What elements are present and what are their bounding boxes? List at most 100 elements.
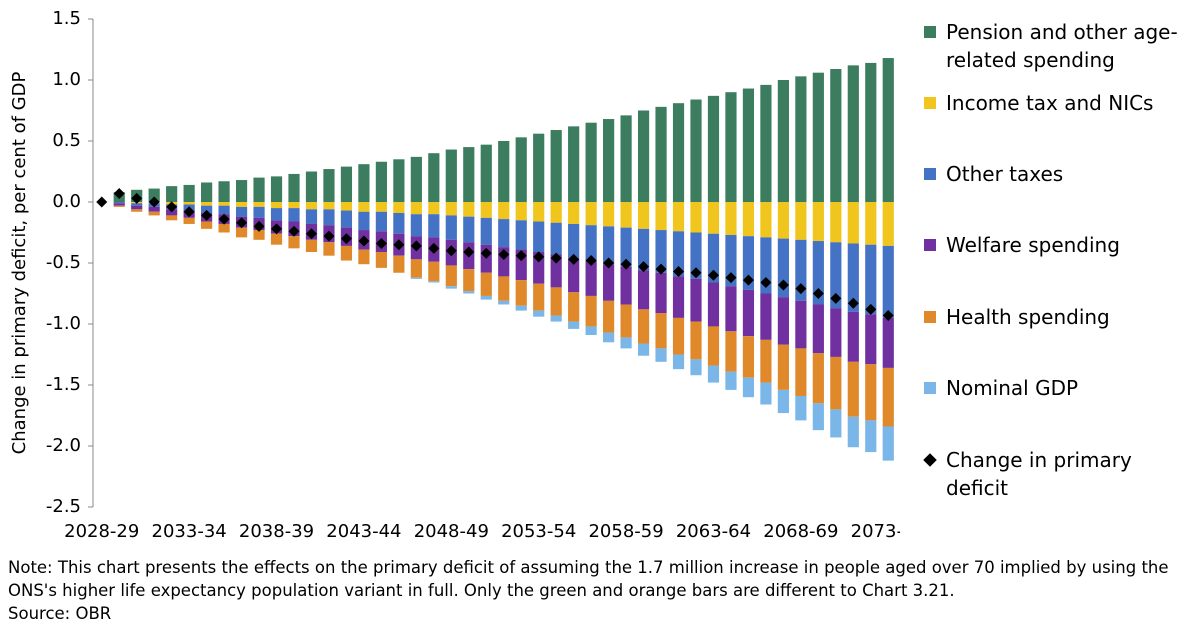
bar-segment xyxy=(777,297,789,345)
bar-segment xyxy=(585,295,597,327)
bar-segment xyxy=(445,149,457,202)
legend-swatch xyxy=(924,97,936,109)
bar-segment xyxy=(760,382,772,405)
diamond-marker xyxy=(638,261,650,273)
bar-segment xyxy=(637,270,650,310)
legend-swatch xyxy=(924,311,936,323)
bar-segment xyxy=(725,331,737,372)
bar-segment xyxy=(340,166,353,202)
bar-segment xyxy=(812,202,824,242)
bar-segment xyxy=(515,220,527,250)
bar-segment xyxy=(707,282,720,327)
diamond-marker xyxy=(882,309,894,321)
bar-segment xyxy=(305,171,318,202)
bar-segment xyxy=(480,144,492,202)
diamond-marker xyxy=(218,213,230,225)
legend-item: Income tax and NICs xyxy=(920,89,1186,117)
legend-label: Welfare spending xyxy=(946,233,1120,257)
bar-segment xyxy=(323,209,335,226)
bar-segment xyxy=(533,252,545,284)
diamond-marker xyxy=(463,246,475,258)
y-tick-label: 0.0 xyxy=(52,191,81,212)
legend-swatch xyxy=(924,382,936,394)
bar-segment xyxy=(463,269,475,292)
bar-segment xyxy=(672,276,685,318)
y-tick-label: 1.5 xyxy=(52,8,81,29)
legend-label: Pension and other age-related spending xyxy=(946,20,1178,72)
bar-segment xyxy=(166,215,178,221)
bar-segment xyxy=(672,231,685,277)
bar-segment xyxy=(148,211,160,216)
bar-segment xyxy=(428,281,440,283)
y-tick-label: -2.0 xyxy=(46,435,81,456)
bar-segment xyxy=(131,209,143,212)
diamond-marker xyxy=(236,217,248,229)
bar-segment xyxy=(533,221,545,253)
diamond-marker xyxy=(410,240,422,252)
bar-segment xyxy=(533,283,545,311)
diamond-marker xyxy=(620,258,632,270)
bar-segment xyxy=(550,130,562,202)
bar-segment xyxy=(480,295,492,300)
bar-segment xyxy=(830,409,842,438)
bar-segment xyxy=(445,286,457,289)
bar-segment xyxy=(742,236,755,290)
diamond-marker xyxy=(742,274,754,286)
bar-segment xyxy=(865,62,877,202)
chart: Change in primary deficit, per cent of G… xyxy=(9,8,900,542)
bar-segment xyxy=(533,202,545,222)
diamond-marker xyxy=(550,252,562,264)
bar-segment xyxy=(620,202,632,228)
legend-item: Welfare spending xyxy=(920,231,1186,259)
bar-segment xyxy=(480,272,492,296)
diamond-marker xyxy=(690,267,702,279)
diamond-marker xyxy=(183,206,195,218)
bar-segment xyxy=(690,232,702,279)
bar-segment xyxy=(201,221,213,229)
legend-label: Other taxes xyxy=(946,162,1064,186)
diamond-marker xyxy=(445,245,457,257)
bar-segment xyxy=(655,106,667,202)
bar-segment xyxy=(865,244,877,315)
bar-segment xyxy=(777,344,789,390)
diamond-marker xyxy=(812,288,824,299)
bar-segment xyxy=(777,202,789,239)
x-tick-label: 2048-49 xyxy=(414,521,489,542)
bar-segment xyxy=(882,202,894,246)
y-tick-label: 1.0 xyxy=(52,69,81,90)
bar-segment xyxy=(882,58,894,202)
y-tick-label: -1.5 xyxy=(46,374,81,395)
bar-segment xyxy=(655,313,667,349)
diamond-marker xyxy=(148,196,160,208)
bar-segment xyxy=(847,361,859,417)
diamond-marker xyxy=(201,209,213,221)
legend-swatch xyxy=(924,26,936,38)
bar-segment xyxy=(498,141,510,202)
bar-segment xyxy=(637,343,650,356)
legend-label: Income tax and NICs xyxy=(946,91,1154,115)
bar-segment xyxy=(305,209,318,224)
diamond-marker xyxy=(777,279,789,291)
bar-segment xyxy=(131,205,143,210)
bar-segment xyxy=(183,217,195,224)
bar-segment xyxy=(305,239,318,253)
bar-segment xyxy=(847,311,859,362)
bar-segment xyxy=(393,202,405,213)
bar-segment xyxy=(568,126,580,202)
bar-segment xyxy=(795,395,807,421)
diamond-marker xyxy=(375,237,387,249)
legend-label: Health spending xyxy=(946,305,1110,329)
bar-segment xyxy=(340,210,353,228)
bar-segment xyxy=(760,237,772,294)
y-tick-label: -2.5 xyxy=(46,496,81,517)
bar-segment xyxy=(323,169,335,202)
bar-segment xyxy=(760,293,772,340)
bar-segment xyxy=(445,202,457,216)
diamond-marker xyxy=(131,192,143,204)
bar-segment xyxy=(830,242,842,309)
bar-segment xyxy=(830,202,842,243)
diamond-marker xyxy=(166,201,178,213)
bar-segment xyxy=(445,265,457,287)
bar-segment xyxy=(340,245,353,261)
bar-segment xyxy=(725,286,737,332)
